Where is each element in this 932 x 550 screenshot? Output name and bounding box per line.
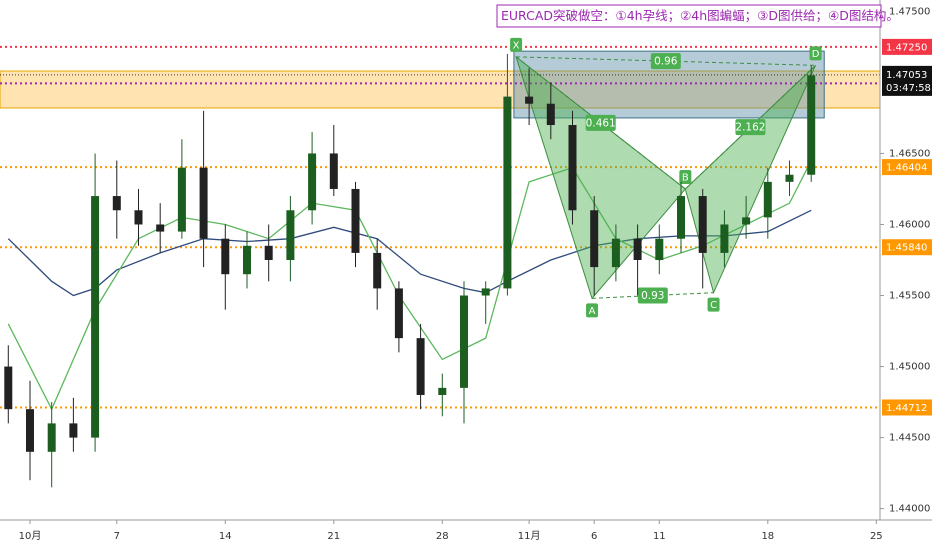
y-tick-label: 1.45000 [889,362,930,373]
x-tick-label: 11 [653,531,666,542]
candle-body [351,188,360,253]
x-tick-label: 18 [761,531,774,542]
pattern-point-bg [707,297,720,312]
candle-body [720,224,729,253]
candle-body [177,167,186,232]
ratio-label: 0.461 [586,117,616,129]
pattern-point-bg [586,303,599,318]
x-tick-label: 21 [327,531,340,542]
x-tick-label: 28 [436,531,449,542]
ratio-label: 0.96 [654,56,678,68]
candle-body [763,181,772,218]
x-tick-label: 25 [870,531,883,542]
ratio-label: 0.93 [641,290,664,302]
plot-area: 0.461 0.96 2.162 0.93 X A B C D [0,37,881,488]
x-tick-label: 14 [219,531,232,542]
candle-body [308,153,317,211]
x-tick-label: 10月 [19,530,42,542]
y-tick-label: 1.44000 [889,504,930,515]
ratio-label-bg [637,287,668,304]
candle-body [4,366,13,410]
candle-body [156,224,165,232]
price-label: 1.47250 [886,42,927,53]
candle-body [25,409,34,452]
candle-body [416,338,425,395]
candle-body [286,210,295,260]
chart-title: EURCAD突破做空：①4h孕线；②4h图蝙蝠；③D图供给；④D图结构。 [501,8,899,23]
price-label-bg [882,399,932,416]
candle-body [134,210,143,225]
countdown: 03:47:58 [886,83,931,94]
candle-body [785,174,794,182]
candle-body [329,153,338,189]
x-tick-label: 11月 [518,530,541,542]
candle-body [394,288,403,339]
ratio-label-bg [735,119,766,136]
candle-body [199,167,208,239]
candle-body [590,210,599,268]
title-box [496,4,882,28]
candle-body [47,423,56,452]
pattern-point-label: A [589,306,596,317]
candle-body [503,96,512,289]
candle-body [698,196,707,253]
x-tick-label: 6 [591,531,597,542]
price-label: 1.47053 [886,70,927,81]
candle-body [633,238,642,260]
supply-zone [0,70,881,109]
pattern-point-label: D [812,49,820,60]
price-label-bg [882,38,932,55]
price-label: 1.44712 [886,403,927,414]
candle-body [677,196,686,239]
y-tick-label: 1.46000 [889,219,930,230]
pattern-point-bg [809,46,822,61]
y-tick-label: 1.47500 [889,6,930,17]
ratio-line [592,292,714,299]
candle-body [112,196,121,211]
ratio-label: 2.162 [735,122,765,134]
price-label: 1.45840 [886,243,927,254]
price-label-bg [882,159,932,176]
candle-body [655,238,664,260]
ratio-label-bg [650,53,681,70]
y-tick-label: 1.44500 [889,433,930,444]
candle-body [242,245,251,275]
price-axis: 1.47500 1.46500 1.46000 1.45500 1.45000 1.445… [880,6,932,515]
candle-body [460,295,469,388]
y-tick-label: 1.46500 [889,148,930,159]
pattern-point-bg [510,37,523,52]
price-label: 1.46404 [886,163,927,174]
candle-body [373,252,382,289]
candle-body [264,245,273,260]
candle-body [568,125,577,211]
candle-body [69,423,78,438]
candle-body [525,96,534,104]
x-tick-label: 7 [114,531,120,542]
pattern-point-label: X [513,40,520,51]
price-label-bg [882,239,932,256]
candle-body [742,217,751,225]
y-tick-label: 1.45500 [889,291,930,302]
candle-body [438,387,447,395]
candle-body [221,238,230,275]
candle-body [807,75,816,175]
candle-body [91,196,100,438]
candle-body [611,238,620,268]
ratio-label-bg [585,114,616,131]
pattern-point-bg [679,169,692,184]
pattern-point-label: C [710,300,717,311]
candle-body [481,288,490,296]
candle-body [546,103,555,126]
pattern-point-label: B [682,172,689,183]
price-label-bg [882,65,932,96]
ratio-line [685,64,816,190]
